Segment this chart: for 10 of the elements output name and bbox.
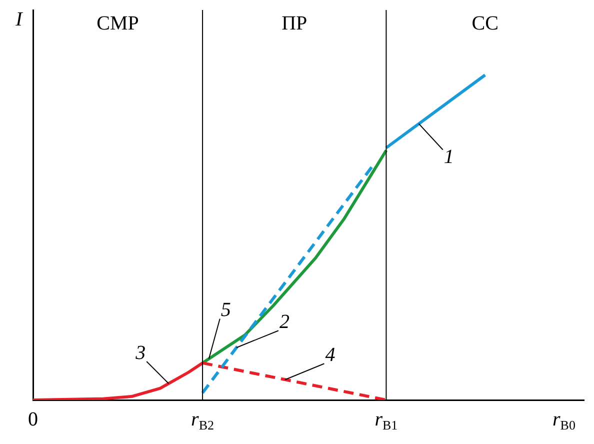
text: СМР — [96, 12, 139, 34]
text: СС — [472, 12, 498, 34]
series-label: 3 — [134, 342, 146, 364]
y-axis-title: I — [14, 8, 24, 30]
series-label: 4 — [325, 344, 336, 366]
series-label: 5 — [220, 299, 231, 322]
x-tick-label: 0 — [28, 408, 38, 430]
text: ПР — [282, 12, 308, 34]
series-label: 1 — [444, 146, 454, 168]
series-label: 2 — [279, 310, 290, 333]
